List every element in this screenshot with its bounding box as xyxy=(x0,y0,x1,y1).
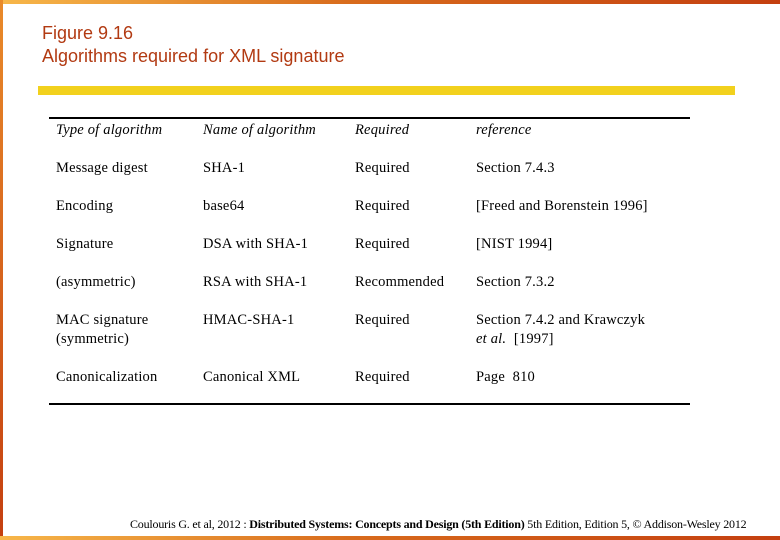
cell-reference: Section 7.4.3 xyxy=(476,160,555,176)
cell-type: Signature xyxy=(56,236,114,252)
cell-reference: [NIST 1994] xyxy=(476,236,553,252)
cell-reference-continuation: et al. [1997] xyxy=(476,330,554,349)
cell-type: Canonicalization xyxy=(56,369,158,385)
cell-type: MAC signature xyxy=(56,312,149,328)
cell-type-continuation: (symmetric) xyxy=(56,331,130,347)
cell-name: Canonical XML xyxy=(203,369,301,385)
table-top-rule xyxy=(49,117,690,119)
cell-reference: [Freed and Borenstein 1996] xyxy=(476,198,648,214)
header-required: Required xyxy=(355,122,410,138)
top-accent-rule xyxy=(0,0,780,4)
citation-footer: Coulouris G. et al, 2012 : Distributed S… xyxy=(130,516,747,532)
header-reference: reference xyxy=(476,122,532,138)
cell-name: RSA with SHA-1 xyxy=(203,274,308,290)
figure-heading: Figure 9.16 Algorithms required for XML … xyxy=(42,22,344,68)
left-accent-rule xyxy=(0,0,3,540)
cell-required: Required xyxy=(355,236,410,252)
figure-number: Figure 9.16 xyxy=(42,23,134,43)
header-type: Type of algorithm xyxy=(56,122,163,138)
citation-prefix: Coulouris G. et al, 2012 : xyxy=(130,517,250,531)
cell-reference: Section 7.3.2 xyxy=(476,274,555,290)
cell-name: base64 xyxy=(203,198,245,214)
reference-year: [1997] xyxy=(506,331,554,347)
cell-reference: Section 7.4.2 and Krawczyk xyxy=(476,312,646,328)
cell-required: Required xyxy=(355,198,410,214)
et-al-italic: et al. xyxy=(476,331,507,347)
bottom-accent-rule xyxy=(0,536,780,540)
cell-required: Recommended xyxy=(355,274,445,290)
figure-title: Algorithms required for XML signature xyxy=(42,46,345,66)
cell-required: Required xyxy=(355,312,410,328)
cell-reference: Page 810 xyxy=(476,369,535,385)
header-name: Name of algorithm xyxy=(203,122,316,138)
cell-type: (asymmetric) xyxy=(56,274,136,290)
cell-type: Message digest xyxy=(56,160,148,176)
cell-required: Required xyxy=(355,369,410,385)
citation-suffix: 5th Edition, Edition 5, © Addison-Wesley… xyxy=(524,517,747,531)
cell-required: Required xyxy=(355,160,410,176)
cell-name: SHA-1 xyxy=(203,160,246,176)
cell-name: DSA with SHA-1 xyxy=(203,236,309,252)
cell-type: Encoding xyxy=(56,198,114,214)
table-bottom-rule xyxy=(49,403,690,405)
title-underline-bar xyxy=(38,86,735,95)
cell-name: HMAC-SHA-1 xyxy=(203,312,295,328)
citation-book-title: Distributed Systems: Concepts and Design… xyxy=(249,517,525,531)
